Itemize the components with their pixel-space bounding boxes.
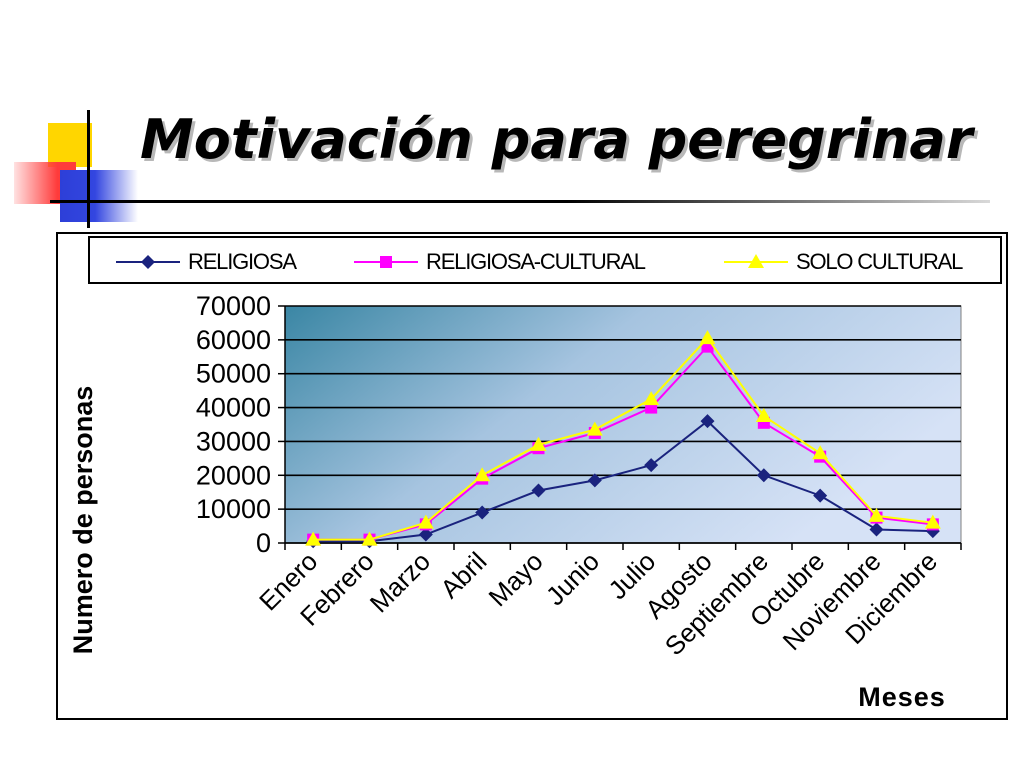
y-tick-label: 10000 (196, 494, 271, 524)
slide-title: Motivación para peregrinar (140, 108, 973, 171)
x-tick-label: Marzo (364, 546, 436, 618)
y-tick-label: 60000 (196, 325, 271, 355)
decor-yellow-square (48, 123, 92, 167)
y-tick-label: 20000 (196, 460, 271, 490)
data-point-triangle (586, 421, 603, 436)
y-tick-label: 40000 (196, 393, 271, 423)
plot-area (284, 305, 962, 544)
series-line (313, 419, 933, 543)
y-tick-label: 0 (256, 528, 271, 558)
data-point-triangle (868, 507, 885, 522)
legend-label: RELIGIOSA (188, 249, 297, 274)
data-point-triangle (812, 445, 829, 460)
x-axis-label: Meses (858, 682, 946, 712)
data-point-triangle (530, 436, 547, 451)
data-point-triangle (699, 330, 716, 345)
y-tick-label: 30000 (196, 426, 271, 456)
data-point-triangle (755, 408, 772, 423)
data-point-triangle (305, 531, 322, 546)
decor-blue-square (60, 170, 138, 222)
decor-vertical-line (87, 110, 90, 228)
data-point-diamond (587, 473, 602, 488)
legend-marker-square-icon (354, 256, 418, 268)
legend-label: SOLO CULTURAL (796, 249, 963, 274)
x-tick-label: Junio (540, 546, 605, 611)
legend-marker-triangle-icon (724, 254, 788, 268)
data-point-diamond (644, 458, 659, 473)
data-point-diamond (475, 505, 490, 520)
series-line (313, 336, 933, 541)
data-point-triangle (361, 531, 378, 546)
y-tick-label: 70000 (196, 291, 271, 321)
data-point-triangle (643, 391, 660, 406)
data-point-triangle (924, 514, 941, 529)
data-point-triangle (474, 467, 491, 482)
x-tick-label: Abril (434, 546, 492, 604)
data-point-diamond (418, 527, 433, 542)
legend-marker-diamond-icon (116, 255, 180, 269)
chart-legend: RELIGIOSA RELIGIOSA-CULTURAL SOLO CULTUR… (88, 236, 1002, 284)
data-point-diamond (813, 488, 828, 503)
data-point-diamond (531, 483, 546, 498)
data-point-diamond (700, 414, 715, 429)
title-underline (50, 200, 990, 203)
data-point-triangle (417, 514, 434, 529)
legend-label: RELIGIOSA-CULTURAL (426, 249, 646, 274)
data-point-diamond (756, 468, 771, 483)
data-point-diamond (869, 522, 884, 537)
y-tick-label: 50000 (196, 359, 271, 389)
x-tick-label: Mayo (483, 546, 549, 612)
series-line (313, 345, 933, 541)
y-axis-label: Numero de personas (68, 386, 98, 655)
